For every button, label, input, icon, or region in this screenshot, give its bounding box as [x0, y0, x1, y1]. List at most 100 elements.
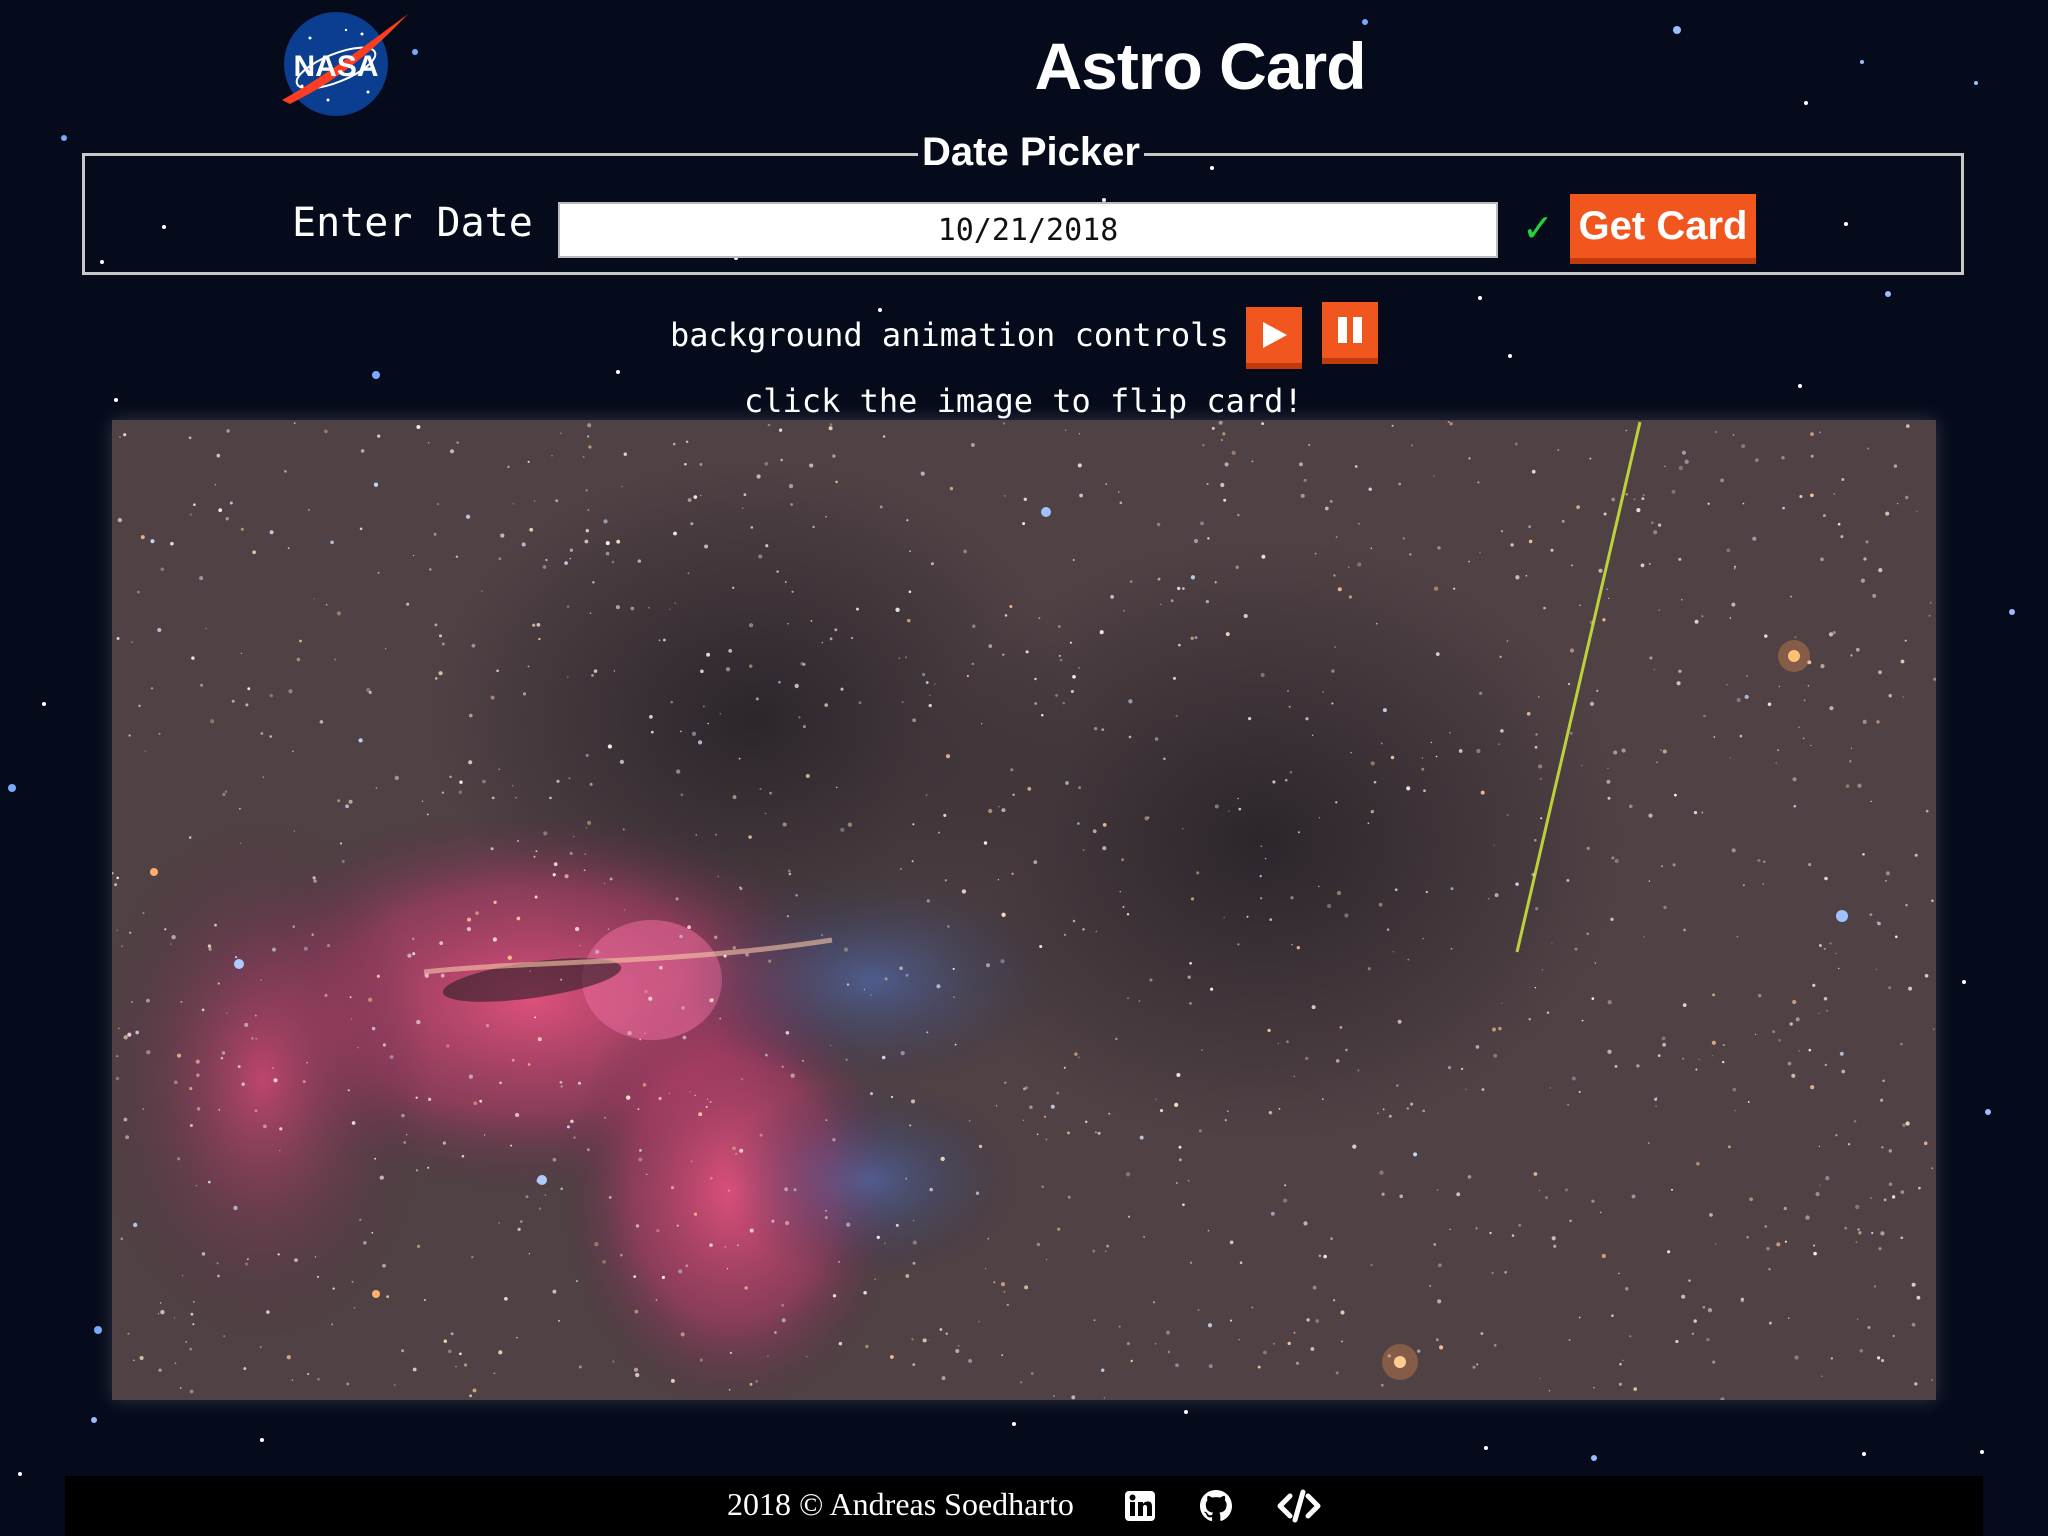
star-dot: [1614, 858, 1619, 864]
star-dot: [1732, 434, 1735, 436]
star-dot: [1736, 935, 1739, 938]
star-dot: [1778, 1038, 1781, 1042]
star-dot: [829, 637, 833, 641]
star-dot: [1092, 1249, 1096, 1253]
star-dot: [1683, 928, 1686, 932]
star-dot: [491, 796, 495, 800]
star-dot: [1303, 1221, 1308, 1226]
star-dot: [1182, 587, 1185, 590]
star-dot: [221, 1051, 226, 1055]
star-dot: [553, 862, 558, 867]
star-dot: [1218, 420, 1223, 425]
star-dot: [379, 1175, 384, 1180]
star-dot: [1553, 1244, 1557, 1248]
star-dot: [945, 754, 951, 759]
star-dot: [907, 618, 911, 623]
star-dot: [884, 1242, 886, 1245]
star-dot: [744, 1286, 748, 1290]
star-dot: [479, 1099, 483, 1103]
star-dot: [1182, 1203, 1185, 1207]
star-dot: [905, 1177, 908, 1180]
star-dot: [1178, 1158, 1182, 1162]
star-dot: [120, 1237, 124, 1241]
code-icon[interactable]: [1276, 1488, 1322, 1524]
star-dot: [1071, 1395, 1076, 1400]
star-dot: [1149, 978, 1153, 982]
star-dot: [346, 1382, 350, 1386]
star-dot: [222, 792, 226, 797]
star-dot: [401, 1349, 405, 1353]
star-dot: [1818, 1145, 1821, 1148]
star-dot: [1682, 1003, 1687, 1007]
star-dot: [971, 662, 974, 666]
star-dot: [324, 429, 328, 434]
star-dot: [173, 1317, 176, 1319]
star-dot: [812, 525, 815, 529]
star-dot: [188, 436, 192, 440]
star-dot: [1823, 997, 1828, 1001]
star-dot: [1493, 1053, 1498, 1058]
star-dot: [516, 916, 521, 921]
linkedin-icon[interactable]: [1122, 1488, 1158, 1524]
star-dot: [674, 602, 676, 605]
star-dot: [459, 1352, 462, 1356]
star-dot: [570, 1119, 574, 1124]
star-dot: [691, 731, 697, 736]
star-dot: [1480, 790, 1485, 795]
star-dot: [1043, 1115, 1047, 1118]
date-input[interactable]: [558, 202, 1498, 258]
star-dot: [670, 1186, 675, 1190]
star-dot: [676, 769, 681, 774]
star-dot: [216, 453, 221, 458]
star-dot: [1335, 801, 1338, 804]
star-dot: [1607, 796, 1611, 800]
star-dot: [778, 680, 781, 684]
star-dot: [191, 656, 195, 660]
play-button[interactable]: [1246, 307, 1302, 369]
star-dot: [776, 570, 779, 573]
star-dot: [1695, 1068, 1698, 1071]
star-dot: [1613, 750, 1618, 755]
star-dot: [1777, 749, 1780, 752]
star-dot: [1117, 491, 1120, 493]
star-dot: [983, 841, 988, 845]
star-dot: [690, 522, 694, 526]
star-dot: [1764, 1225, 1768, 1228]
star-dot: [1885, 511, 1890, 516]
star-dot: [1608, 597, 1610, 599]
star-dot: [926, 1031, 929, 1034]
star-dot: [1754, 458, 1759, 462]
pause-button[interactable]: [1322, 302, 1378, 364]
star-dot: [1239, 1261, 1243, 1264]
star-dot: [296, 657, 301, 662]
star-dot: [1589, 620, 1594, 625]
star-dot: [1093, 1319, 1096, 1322]
star-dot: [1198, 1129, 1202, 1133]
star-dot: [1004, 1081, 1007, 1084]
star-dot: [944, 879, 948, 882]
star-dot: [1707, 1308, 1713, 1313]
star-dot: [368, 690, 372, 695]
star-dot: [299, 639, 302, 643]
github-icon[interactable]: [1198, 1488, 1234, 1524]
star-dot: [972, 624, 976, 628]
star-dot: [1865, 540, 1869, 544]
star-dot: [367, 997, 373, 1002]
star-dot: [1591, 997, 1595, 1000]
star-dot: [426, 813, 429, 816]
star-dot: [1187, 1179, 1190, 1182]
star-dot: [584, 539, 589, 544]
star-dot: [1433, 475, 1435, 477]
star-dot: [620, 1253, 623, 1257]
star-dot: [821, 641, 823, 644]
star-dot: [1803, 699, 1806, 702]
star-dot: [1467, 1175, 1472, 1179]
get-card-button[interactable]: Get Card: [1570, 194, 1756, 264]
star-dot: [644, 1032, 646, 1035]
star-dot: [1535, 906, 1539, 911]
star-dot: [1500, 729, 1504, 733]
star-dot: [150, 539, 155, 544]
star-dot: [1492, 1027, 1496, 1032]
astronomy-card-image[interactable]: [112, 420, 1936, 1400]
star-dot: [1916, 510, 1918, 513]
